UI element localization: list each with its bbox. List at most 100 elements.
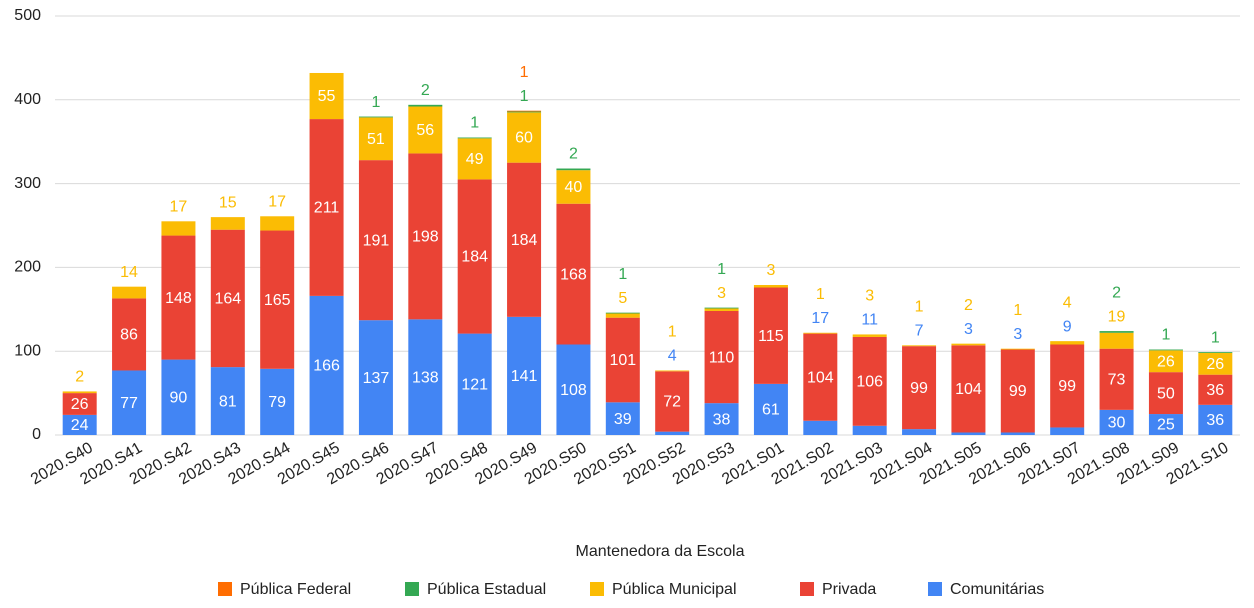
bar-segment <box>62 393 97 415</box>
data-label: 3 <box>865 288 874 305</box>
data-label: 99 <box>1009 383 1027 400</box>
data-label: 115 <box>758 328 784 345</box>
legend-swatch <box>800 582 814 596</box>
bar-segment <box>1148 350 1183 373</box>
data-label: 51 <box>367 131 385 148</box>
data-label: 30 <box>1108 415 1126 432</box>
bar-segment <box>704 310 739 404</box>
bar-segment <box>1050 427 1085 435</box>
data-label: 184 <box>511 232 538 249</box>
bar-segment <box>655 370 690 372</box>
data-label: 1 <box>1211 329 1220 346</box>
data-label: 26 <box>1206 356 1224 373</box>
y-tick-label: 400 <box>14 91 41 108</box>
bar-segment <box>1198 352 1233 375</box>
bar-segment <box>507 112 542 163</box>
legend-label: Comunitárias <box>950 581 1044 598</box>
bar-segment <box>605 402 640 435</box>
data-label: 4 <box>668 348 677 365</box>
legend-swatch <box>928 582 942 596</box>
data-label: 40 <box>565 179 583 196</box>
bar-segment <box>852 334 887 337</box>
legend-label: Pública Federal <box>240 581 351 598</box>
data-label: 191 <box>363 232 390 249</box>
bar-segment <box>556 168 591 171</box>
data-label: 2 <box>964 297 973 314</box>
bar-segment <box>902 429 937 435</box>
bar-segment <box>309 119 344 296</box>
bar-segment <box>358 160 393 321</box>
data-label: 61 <box>762 402 780 419</box>
data-label: 1 <box>915 299 924 316</box>
data-label: 4 <box>1063 294 1072 311</box>
bar-segment <box>556 203 591 345</box>
legend-swatch <box>218 582 232 596</box>
data-label: 36 <box>1206 382 1224 399</box>
data-label: 164 <box>214 291 241 308</box>
bar-segment <box>408 106 443 154</box>
bar-segment <box>457 138 492 180</box>
data-label: 198 <box>412 229 439 246</box>
data-label: 77 <box>120 395 138 412</box>
bar-segment <box>62 391 97 394</box>
bar-segment <box>605 313 640 318</box>
data-label: 121 <box>461 377 488 394</box>
bar-segment <box>1050 341 1085 345</box>
bar-segment <box>1198 352 1233 353</box>
data-label: 39 <box>614 411 632 428</box>
bar-segment <box>655 371 690 432</box>
bar-segment <box>803 420 838 435</box>
legend-swatch <box>590 582 604 596</box>
bar-segment <box>408 153 443 320</box>
bar-segment <box>408 319 443 435</box>
data-label: 26 <box>1157 353 1175 370</box>
bar-segment <box>1099 332 1134 349</box>
bar-segment <box>852 336 887 426</box>
data-label: 50 <box>1157 385 1175 402</box>
data-label: 3 <box>766 262 775 279</box>
data-label: 17 <box>170 199 188 216</box>
data-label: 110 <box>709 349 735 366</box>
data-label: 1 <box>668 324 677 341</box>
data-label: 1 <box>520 64 529 81</box>
bar-segment <box>605 312 640 314</box>
data-label: 86 <box>120 327 138 344</box>
bar-segment <box>1198 374 1233 405</box>
data-label: 104 <box>955 381 982 398</box>
bar-segment <box>358 117 393 161</box>
bar-segment <box>1000 348 1035 350</box>
data-label: 38 <box>713 411 731 428</box>
bar-segment <box>457 179 492 334</box>
bar-segment <box>1198 404 1233 435</box>
data-label: 3 <box>717 285 726 302</box>
bar-segment <box>62 414 97 435</box>
data-label: 101 <box>609 352 636 369</box>
bar-segment <box>161 221 196 236</box>
bar-segment <box>605 317 640 403</box>
bar-segment <box>161 359 196 435</box>
data-label: 99 <box>1058 378 1076 395</box>
data-label: 90 <box>170 390 188 407</box>
data-label: 56 <box>416 122 434 139</box>
data-label: 2 <box>421 82 430 99</box>
data-label: 81 <box>219 393 237 410</box>
data-label: 3 <box>964 321 973 338</box>
bar-segment <box>260 230 295 369</box>
bar-segment <box>704 307 739 309</box>
legend-label: Pública Estadual <box>427 581 546 598</box>
y-tick-label: 200 <box>14 259 41 276</box>
data-label: 15 <box>219 194 237 211</box>
legend-label: Pública Municipal <box>612 581 737 598</box>
data-label: 108 <box>560 382 587 399</box>
bar-segment <box>951 343 986 346</box>
bar-segment <box>507 110 542 112</box>
bar-segment <box>1099 331 1134 333</box>
data-label: 1 <box>816 286 825 303</box>
data-label: 36 <box>1206 412 1224 429</box>
data-label: 2 <box>569 146 578 163</box>
y-tick-label: 0 <box>32 426 41 443</box>
bar-segment <box>358 320 393 435</box>
data-label: 1 <box>717 261 726 278</box>
data-label: 165 <box>264 292 291 309</box>
bar-segment <box>309 72 344 120</box>
